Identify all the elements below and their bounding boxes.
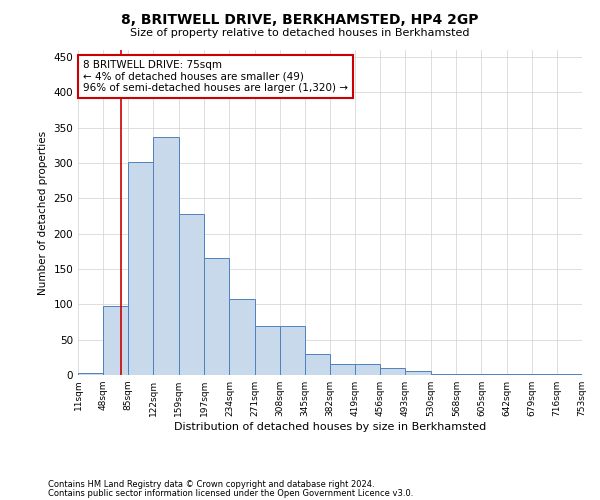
Bar [481, 374, 506, 375]
Bar [305, 354, 330, 375]
Bar [229, 300, 254, 375]
Bar [154, 137, 179, 375]
Text: Contains public sector information licensed under the Open Government Licence v3: Contains public sector information licen… [48, 488, 413, 498]
Bar [128, 162, 154, 375]
Bar [103, 306, 128, 375]
Bar [254, 326, 280, 375]
Text: 8 BRITWELL DRIVE: 75sqm
← 4% of detached houses are smaller (49)
96% of semi-det: 8 BRITWELL DRIVE: 75sqm ← 4% of detached… [83, 60, 348, 93]
Bar [78, 373, 103, 375]
Bar [506, 374, 532, 375]
Y-axis label: Number of detached properties: Number of detached properties [38, 130, 48, 294]
Text: Contains HM Land Registry data © Crown copyright and database right 2024.: Contains HM Land Registry data © Crown c… [48, 480, 374, 489]
Bar [355, 364, 380, 375]
Bar [532, 374, 557, 375]
Bar [380, 368, 406, 375]
Bar [457, 374, 481, 375]
Bar [557, 374, 582, 375]
Bar [406, 372, 431, 375]
Bar [431, 374, 457, 375]
Bar [179, 214, 205, 375]
X-axis label: Distribution of detached houses by size in Berkhamsted: Distribution of detached houses by size … [174, 422, 486, 432]
Bar [280, 326, 305, 375]
Text: Size of property relative to detached houses in Berkhamsted: Size of property relative to detached ho… [130, 28, 470, 38]
Bar [205, 258, 229, 375]
Text: 8, BRITWELL DRIVE, BERKHAMSTED, HP4 2GP: 8, BRITWELL DRIVE, BERKHAMSTED, HP4 2GP [121, 12, 479, 26]
Bar [330, 364, 355, 375]
